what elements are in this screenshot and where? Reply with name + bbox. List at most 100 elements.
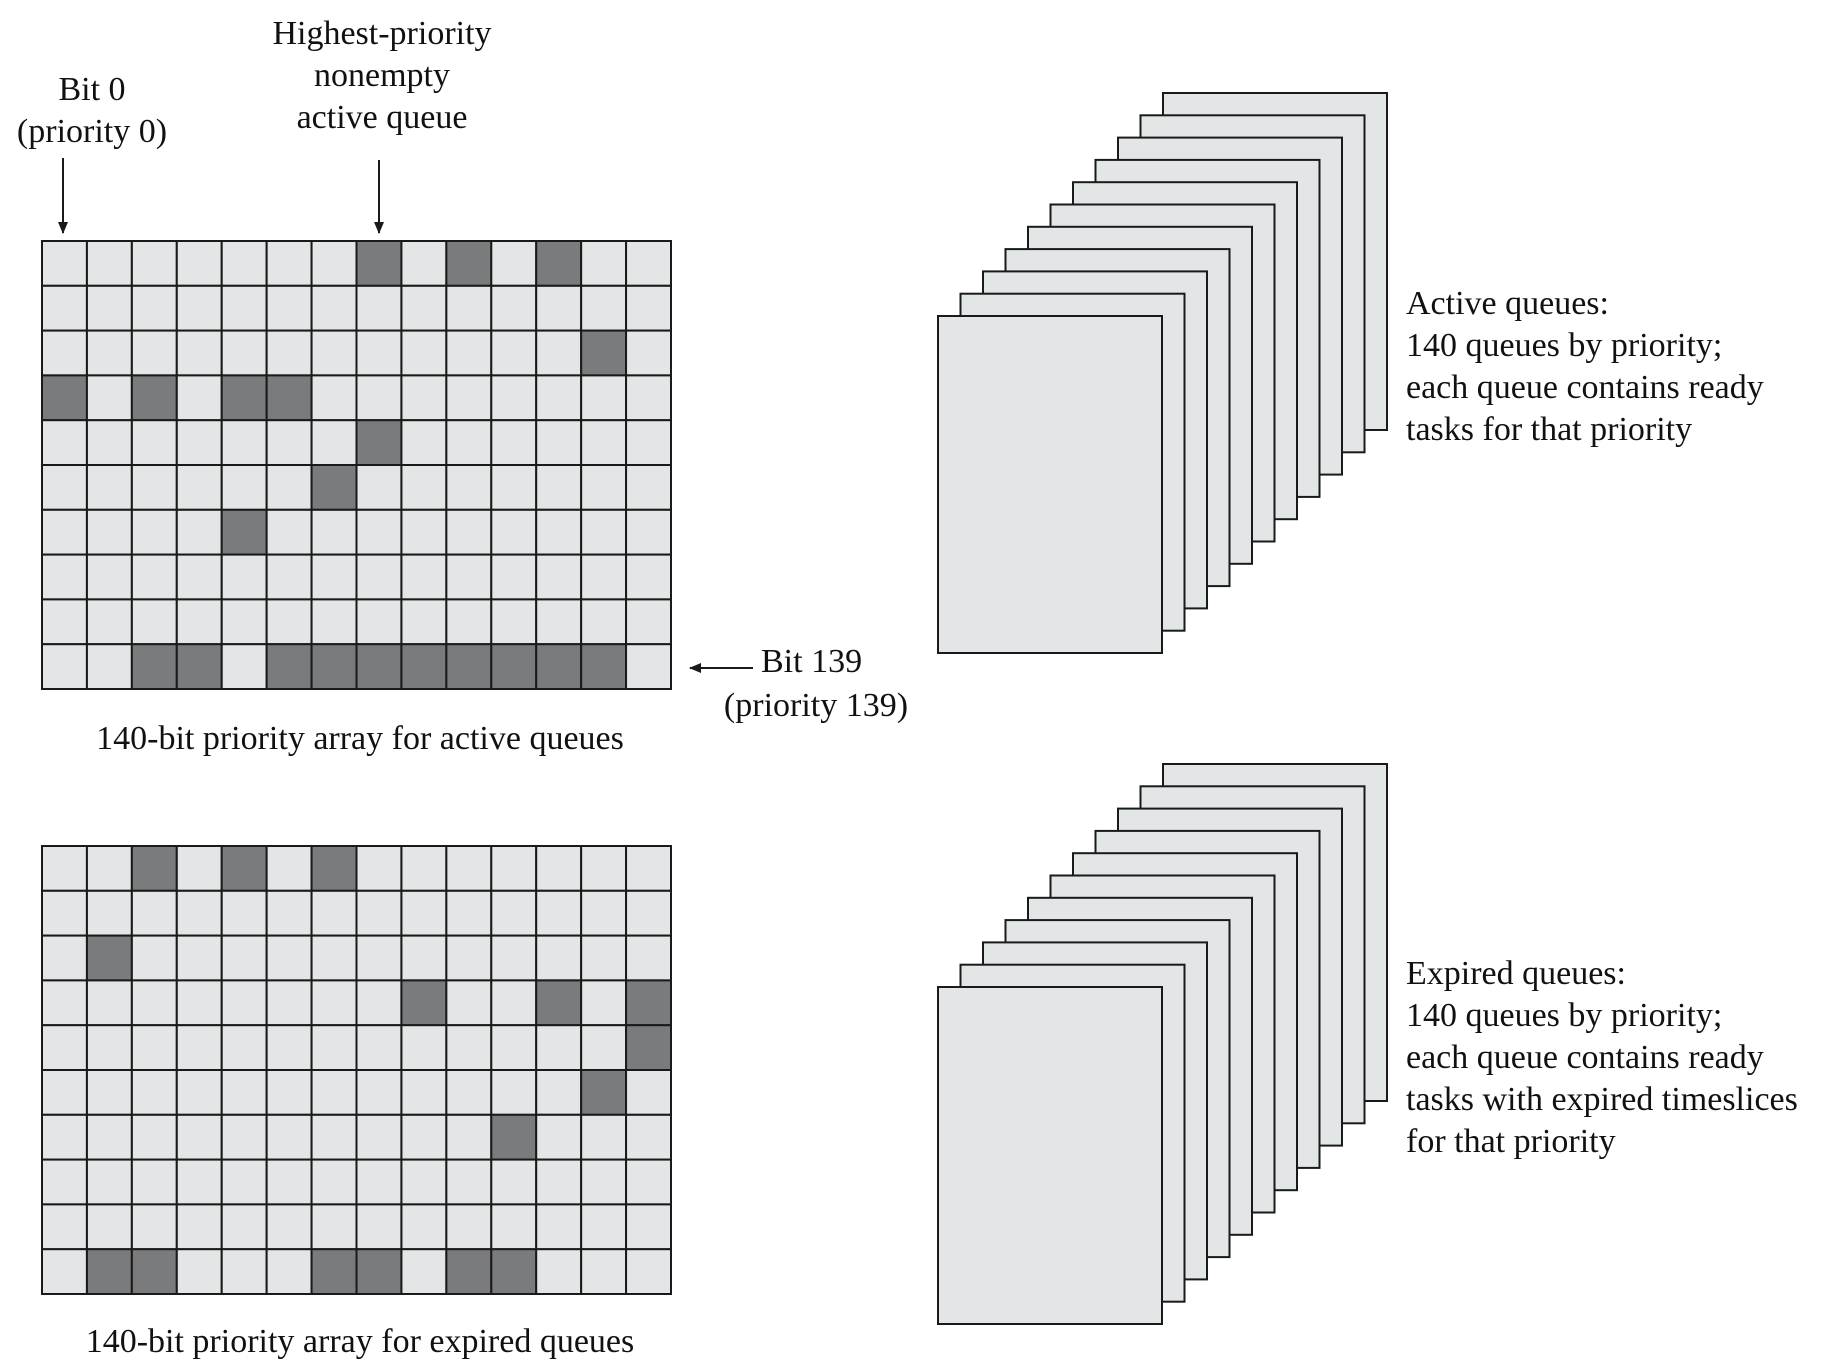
bit-cell-set	[175, 643, 223, 691]
bit-cell-clear	[130, 284, 178, 332]
expired-priority-array	[41, 845, 672, 1295]
bit-cell-clear	[175, 240, 223, 287]
bit-cell-set	[130, 643, 178, 691]
bit-cell-clear	[445, 1024, 493, 1071]
bit-cell-clear	[265, 979, 313, 1027]
bit-cell-clear	[220, 464, 268, 511]
bit139-label: Bit 139	[761, 643, 862, 680]
bit-cell-clear	[130, 1158, 178, 1206]
bit-cell-clear	[535, 845, 583, 892]
bit-cell-clear	[220, 934, 268, 982]
bit-cell-clear	[625, 1069, 672, 1116]
bit-cell-clear	[41, 1203, 88, 1251]
bit-cell-clear	[625, 643, 672, 691]
bit-cell-clear	[41, 845, 88, 892]
bit-cell-clear	[625, 464, 672, 511]
bit-cell-clear	[310, 1203, 358, 1251]
bit-cell-clear	[355, 508, 403, 556]
bit-cell-clear	[490, 329, 538, 377]
bit-cell-clear	[310, 934, 358, 982]
bit-cell-clear	[265, 1069, 313, 1116]
bit-cell-set	[535, 643, 583, 691]
bit-cell-set	[445, 643, 493, 691]
bit-cell-clear	[85, 1158, 133, 1206]
bit-cell-clear	[85, 464, 133, 511]
bit-cell-clear	[625, 598, 672, 646]
bit-cell-clear	[220, 1069, 268, 1116]
bit-cell-clear	[580, 845, 628, 892]
bit-cell-clear	[355, 1203, 403, 1251]
bit-cell-clear	[355, 845, 403, 892]
expired-queues-line-2: each queue contains ready	[1406, 1039, 1764, 1076]
bit-cell-clear	[175, 1203, 223, 1251]
bit-cell-clear	[85, 508, 133, 556]
expired-array-caption: 140-bit priority array for expired queue…	[86, 1323, 635, 1360]
bit-cell-clear	[41, 598, 88, 646]
bit-cell-clear	[490, 240, 538, 287]
bit-cell-set	[535, 240, 583, 287]
bit-cell-clear	[625, 1248, 672, 1295]
bit-cell-set	[265, 643, 313, 691]
bit-cell-clear	[490, 1158, 538, 1206]
bit-cell-clear	[175, 598, 223, 646]
bit-cell-clear	[41, 508, 88, 556]
nonempty-label: nonempty	[314, 57, 450, 94]
bit-cell-clear	[310, 598, 358, 646]
bit-cell-clear	[580, 508, 628, 556]
bit-cell-clear	[130, 889, 178, 937]
bit-cell-clear	[400, 1024, 448, 1071]
bit-cell-clear	[175, 1158, 223, 1206]
bit-cell-set	[445, 1248, 493, 1295]
bit-cell-clear	[175, 419, 223, 467]
bit139-priority-label: (priority 139)	[724, 687, 908, 724]
bit-cell-clear	[130, 979, 178, 1027]
bit-cell-clear	[400, 889, 448, 937]
highest-priority-annotation: Highest-priority nonempty active queue	[272, 15, 492, 234]
bit-cell-set	[310, 845, 358, 892]
bit-cell-clear	[85, 1069, 133, 1116]
bit-cell-clear	[85, 1203, 133, 1251]
bit-cell-set	[85, 934, 133, 982]
bit0-label: Bit 0	[58, 71, 125, 108]
bit-cell-clear	[535, 1024, 583, 1071]
bit-cell-clear	[355, 979, 403, 1027]
bit-cell-clear	[535, 508, 583, 556]
bit-cell-clear	[535, 1203, 583, 1251]
bit-cell-set	[400, 979, 448, 1027]
bit-cell-clear	[175, 1113, 223, 1161]
bit-cell-clear	[310, 419, 358, 467]
bit-cell-clear	[265, 508, 313, 556]
bit-cell-clear	[490, 374, 538, 422]
bit-cell-clear	[85, 1113, 133, 1161]
bit-cell-clear	[535, 1248, 583, 1295]
bit-cell-clear	[355, 374, 403, 422]
bit-cell-clear	[535, 889, 583, 937]
bit-cell-clear	[265, 1203, 313, 1251]
bit-cell-clear	[85, 284, 133, 332]
bit-cell-clear	[400, 284, 448, 332]
bit-cell-set	[310, 1248, 358, 1295]
bit-cell-clear	[175, 374, 223, 422]
bit-cell-clear	[175, 1069, 223, 1116]
expired-queues-title: Expired queues:	[1406, 955, 1626, 992]
expired-queue-stack	[937, 763, 1388, 1325]
bit-cell-clear	[175, 553, 223, 601]
bit-cell-clear	[310, 240, 358, 287]
bit-cell-clear	[625, 553, 672, 601]
bit-cell-clear	[625, 329, 672, 377]
bit-cell-clear	[445, 598, 493, 646]
bit-cell-clear	[400, 934, 448, 982]
bit-cell-clear	[220, 553, 268, 601]
bit-cell-clear	[130, 934, 178, 982]
bit-cell-set	[580, 643, 628, 691]
bit-cell-clear	[130, 598, 178, 646]
bit-cell-clear	[580, 1113, 628, 1161]
active-queues-title: Active queues:	[1406, 285, 1609, 322]
bit-cell-clear	[265, 1158, 313, 1206]
active-array-caption: 140-bit priority array for active queues	[96, 720, 624, 757]
active-queues-description: Active queues: 140 queues by priority; e…	[1406, 285, 1764, 448]
bit-cell-clear	[445, 329, 493, 377]
bit-cell-set	[445, 240, 493, 287]
bit-cell-clear	[445, 845, 493, 892]
bit-cell-clear	[490, 1203, 538, 1251]
